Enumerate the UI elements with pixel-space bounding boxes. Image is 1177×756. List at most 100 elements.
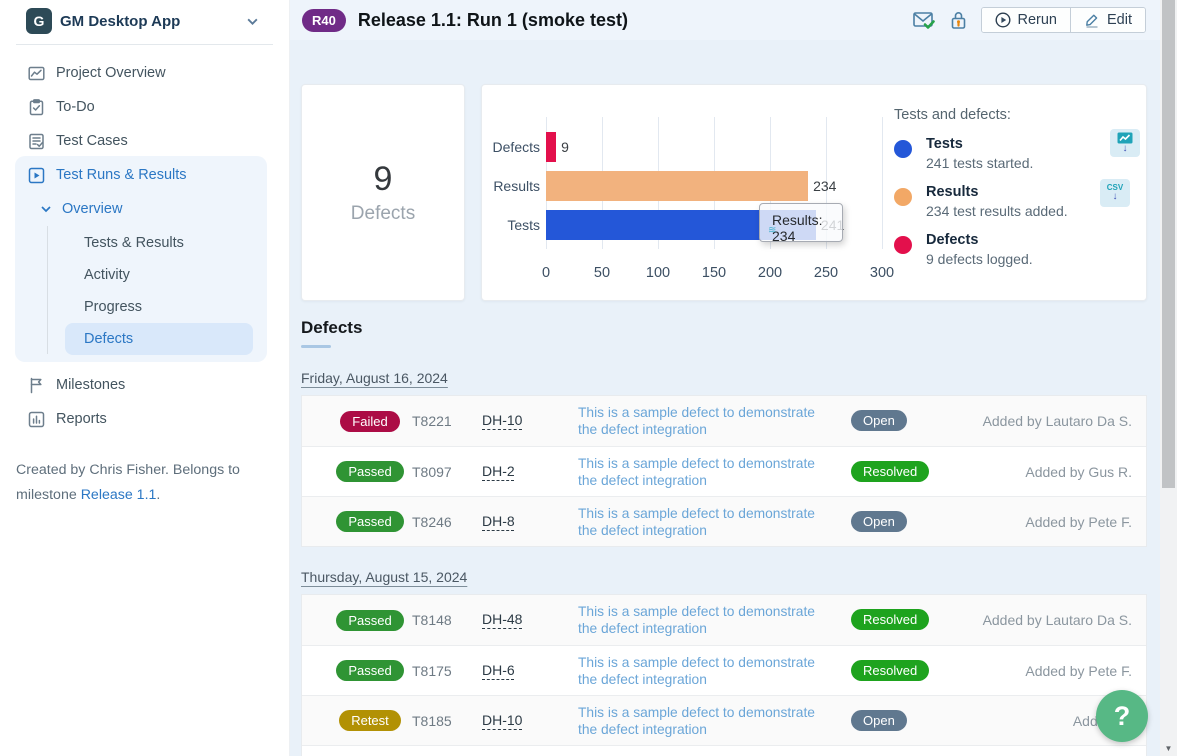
legend-item: Defects 9 defects logged. xyxy=(894,232,1109,267)
sidebar-item-overview[interactable]: Overview xyxy=(0,192,289,226)
bar-defects[interactable] xyxy=(546,132,557,162)
edit-label: Edit xyxy=(1107,12,1132,28)
play-circle-icon xyxy=(994,12,1011,28)
milestone-link[interactable]: Release 1.1 xyxy=(80,487,157,503)
legend-description: 234 test results added. xyxy=(926,203,1068,219)
sidebar-item-label: Project Overview xyxy=(56,65,166,81)
chevron-down-icon xyxy=(40,203,52,215)
section-title-underline xyxy=(301,345,331,348)
legend-dot xyxy=(894,236,912,254)
test-id: T8175 xyxy=(412,662,452,679)
x-tick-label: 200 xyxy=(757,265,783,281)
test-id: T8148 xyxy=(412,612,452,628)
defect-description[interactable]: This is a sample defect to demonstrate t… xyxy=(578,405,815,437)
project-selector[interactable]: G GM Desktop App xyxy=(0,0,289,44)
bar-value-label: 234 xyxy=(813,178,837,194)
envelope-check-icon[interactable] xyxy=(912,10,936,31)
image-chart-icon xyxy=(28,65,45,82)
defect-status-badge: Open xyxy=(851,709,907,731)
lock-icon[interactable] xyxy=(949,10,968,30)
rerun-button[interactable]: Rerun xyxy=(981,8,1070,32)
category-label: Defects xyxy=(492,139,540,155)
test-id: T8246 xyxy=(412,513,452,530)
defect-link[interactable]: DH-10 xyxy=(482,412,523,428)
legend-name: Results xyxy=(926,184,979,200)
legend-title: Tests and defects: xyxy=(894,107,1011,123)
defect-link[interactable]: DH-8 xyxy=(482,512,515,529)
sidebar-item-milestones[interactable]: Milestones xyxy=(0,368,289,402)
sidebar-item-test-cases[interactable]: Test Cases xyxy=(0,124,289,158)
test-id: T8097 xyxy=(412,463,452,480)
bar-results[interactable] xyxy=(546,171,809,201)
defect-link[interactable]: DH-10 xyxy=(482,711,523,728)
pencil-icon xyxy=(1084,12,1100,28)
sidebar-item-label: Tests & Results xyxy=(84,235,184,251)
defect-status-badge: Resolved xyxy=(851,659,930,681)
selected-item-highlight xyxy=(65,323,253,355)
flag-icon xyxy=(28,377,45,394)
date-header[interactable]: Friday, August 16, 2024 xyxy=(301,370,448,386)
project-logo: G xyxy=(26,8,52,34)
run-meta-text: Created by Chris Fisher. Belongs to mile… xyxy=(16,462,240,503)
defect-link[interactable]: DH-2 xyxy=(482,462,515,479)
added-by-text: Added by Pete F. xyxy=(1025,662,1132,679)
test-id: T8221 xyxy=(412,413,452,429)
sidebar-item-test-runs-results[interactable]: Test Runs & Results xyxy=(0,158,289,192)
sidebar-item-tests-results[interactable]: Tests & Results xyxy=(0,226,289,260)
defect-link[interactable]: DH-6 xyxy=(482,661,515,678)
axis-pointer-icon: ≋ xyxy=(768,225,777,236)
x-tick-label: 250 xyxy=(813,265,839,281)
run-header: R40 Release 1.1: Run 1 (smoke test) Reru… xyxy=(290,0,1160,40)
defects-count-label: Defects xyxy=(350,203,416,224)
category-label: Tests xyxy=(507,217,540,233)
added-by-text: Added by Gus R. xyxy=(1025,463,1132,480)
run-id-badge: R40 xyxy=(302,8,346,32)
defect-description[interactable]: This is a sample defect to demonstrate t… xyxy=(578,604,815,636)
sidebar-item-label: Overview xyxy=(62,201,123,217)
test-id: T8185 xyxy=(412,712,452,729)
defect-row: Retest T8185 DH-10 This is a sample defect … xyxy=(302,695,1146,745)
edit-button[interactable]: Edit xyxy=(1070,8,1145,32)
defect-description[interactable]: This is a sample defect to demonstrate t… xyxy=(578,455,815,488)
defect-link[interactable]: DH-48 xyxy=(482,611,523,627)
section-title: Defects xyxy=(301,318,363,337)
legend-dot xyxy=(894,140,912,158)
date-header[interactable]: Thursday, August 15, 2024 xyxy=(301,569,468,585)
defect-rows-group: Failed T8221 DH-10 This is a sample defect … xyxy=(301,395,1147,547)
sidebar-item-defects[interactable]: Defects xyxy=(84,331,134,347)
chevron-down-icon[interactable] xyxy=(246,15,259,33)
defect-description[interactable]: This is a sample defect to demonstrate t… xyxy=(578,654,815,687)
sidebar-item-label: Test Cases xyxy=(56,133,128,149)
defect-description[interactable]: This is a sample defect to demonstrate t… xyxy=(578,505,815,538)
page-title: Release 1.1: Run 1 (smoke test) xyxy=(357,9,628,30)
sidebar-item-reports[interactable]: Reports xyxy=(0,402,289,436)
defect-rows-group: Passed T8148 DH-48 This is a sample defect … xyxy=(301,594,1147,756)
image-download-icon[interactable]: ↓ xyxy=(1110,129,1140,157)
sidebar-item-activity[interactable]: Activity xyxy=(0,258,289,292)
legend-name: Defects xyxy=(926,232,979,248)
gridline xyxy=(882,117,883,249)
help-button[interactable]: ? xyxy=(1096,690,1148,742)
csv-download-icon[interactable]: CSV ↓ xyxy=(1100,179,1130,207)
test-status-badge: Retest xyxy=(339,710,401,731)
sidebar-item-progress[interactable]: Progress xyxy=(0,290,289,324)
main-content: R40 Release 1.1: Run 1 (smoke test) Reru… xyxy=(290,0,1160,756)
sidebar-item-label: Progress xyxy=(84,299,143,315)
scrollbar-down-arrow[interactable]: ▼ xyxy=(1164,744,1173,753)
category-label: Results xyxy=(493,178,540,194)
defect-row: Passed T8148 DH-48 This is a sample defect … xyxy=(302,595,1146,645)
test-status-badge: Passed xyxy=(336,511,404,532)
clipboard-check-icon xyxy=(28,98,45,116)
defect-status-badge: Resolved xyxy=(851,460,930,482)
test-status-badge: Passed xyxy=(336,609,404,631)
defects-summary-card: 9 Defects xyxy=(301,84,465,301)
defects-count: 9 xyxy=(373,160,393,198)
sidebar-item-project-overview[interactable]: Project Overview xyxy=(0,56,289,90)
sidebar-item-todo[interactable]: To-Do xyxy=(0,90,289,124)
defect-row: Passed T8175 DH-6 This is a sample defect t… xyxy=(302,645,1146,695)
scrollbar-thumb[interactable] xyxy=(1162,0,1175,488)
defect-description[interactable]: This is a sample defect to demonstrate t… xyxy=(578,704,815,737)
play-square-icon xyxy=(28,167,45,184)
test-status-badge: Passed xyxy=(336,660,404,681)
added-by-text: Added by Lautaro Da S. xyxy=(982,612,1132,628)
